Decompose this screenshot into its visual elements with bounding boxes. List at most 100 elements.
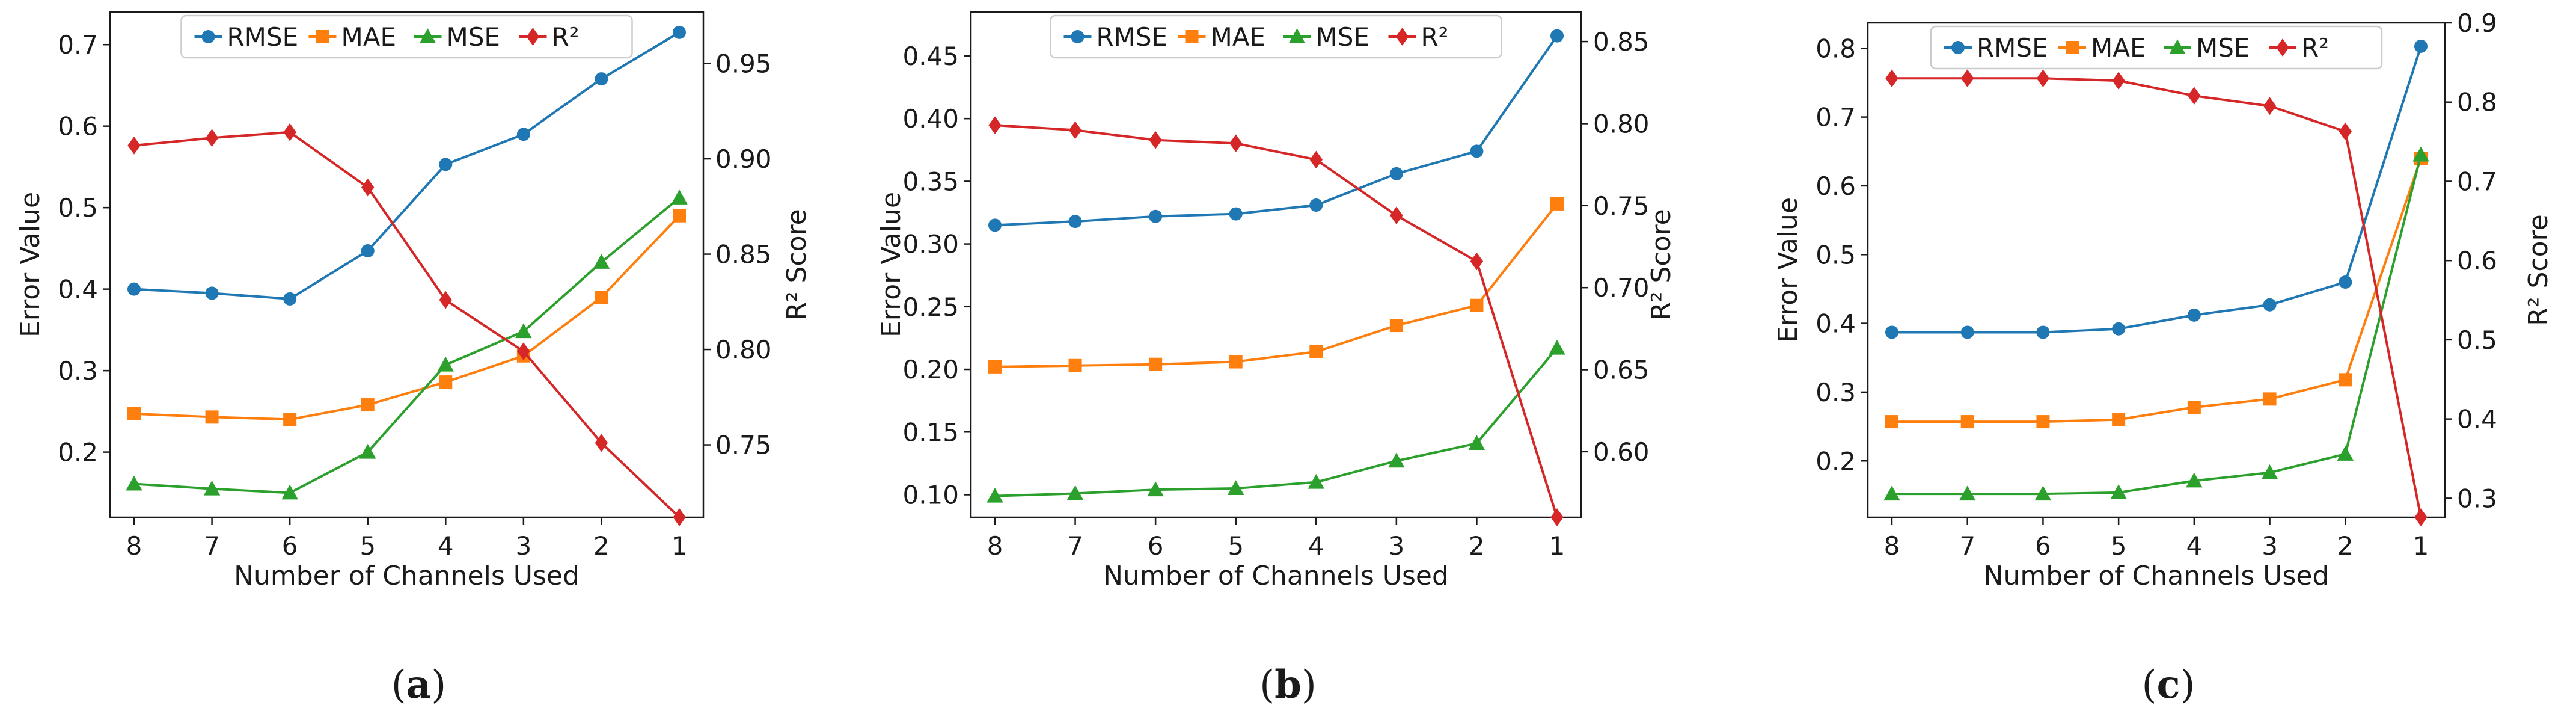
data-point <box>1550 197 1564 211</box>
data-point <box>593 254 610 269</box>
x-tick-label: 6 <box>1148 531 1164 561</box>
y2-axis-label: R² Score <box>1646 209 1677 320</box>
data-point <box>2339 122 2352 141</box>
data-point <box>439 291 452 309</box>
data-point <box>205 129 219 147</box>
y2-tick-label: 0.6 <box>2457 246 2497 275</box>
caption-open-paren: ( <box>391 663 406 707</box>
data-point <box>283 292 297 306</box>
y-axis-label: Error Value <box>1773 197 1804 343</box>
data-point <box>516 128 530 141</box>
y-tick-label: 0.3 <box>58 356 98 386</box>
y-tick-label: 0.2 <box>58 438 98 467</box>
x-tick-label: 6 <box>2035 531 2051 561</box>
data-point <box>1147 481 1164 497</box>
data-point <box>595 72 608 86</box>
y2-tick-label: 0.75 <box>715 431 772 460</box>
data-point <box>1149 131 1162 149</box>
legend-marker-r2 <box>526 28 540 46</box>
data-point <box>2036 415 2050 429</box>
data-point <box>1550 29 1564 43</box>
y2-tick-label: 0.7 <box>2457 167 2497 196</box>
data-point <box>2112 413 2126 426</box>
data-point <box>2414 508 2428 526</box>
series-line <box>994 124 1558 518</box>
caption-letter: b <box>1274 662 1302 707</box>
data-point <box>2339 275 2352 289</box>
data-point <box>2187 308 2201 322</box>
y2-tick-label: 0.5 <box>2457 325 2497 355</box>
series-rmse <box>1885 39 2428 339</box>
data-point <box>2034 485 2052 501</box>
y-tick-label: 0.25 <box>902 292 959 322</box>
x-axis-label: Number of Channels Used <box>234 561 580 591</box>
data-point <box>127 137 141 155</box>
data-point <box>361 178 375 197</box>
y2-tick-label: 0.90 <box>715 144 772 174</box>
data-point <box>673 209 686 223</box>
legend-label-r2: R² <box>2301 33 2329 63</box>
legend-label-r2: R² <box>552 22 580 52</box>
plot-frame <box>1867 22 2446 518</box>
y-tick-label: 0.4 <box>1816 309 1856 339</box>
x-tick-label: 1 <box>2413 531 2429 561</box>
x-tick-label: 4 <box>1308 531 1324 561</box>
series-line <box>133 197 681 494</box>
x-tick-label: 8 <box>1884 531 1900 561</box>
data-point <box>1068 358 1082 372</box>
x-tick-label: 5 <box>2111 531 2127 561</box>
legend-marker-mse <box>419 28 436 43</box>
data-point <box>205 286 219 300</box>
x-tick-label: 3 <box>1388 531 1404 561</box>
data-point <box>2263 97 2277 115</box>
chart-panel-c: 8 7 6 5 4 3 2 1 0.2 0.3 0.4 0.5 0.6 0.7 0.8 0.3 0.4 0.5 0.… <box>1773 8 2554 707</box>
data-point <box>515 323 532 339</box>
data-point <box>359 443 376 459</box>
data-point <box>1885 69 1898 88</box>
y2-tick-label: 0.4 <box>2457 405 2497 434</box>
data-point <box>2339 373 2352 387</box>
data-point <box>2036 69 2050 88</box>
y2-tick-label: 0.80 <box>1593 109 1650 138</box>
x-tick-label: 6 <box>282 531 298 561</box>
data-point <box>2186 472 2203 488</box>
data-point <box>2110 484 2127 499</box>
data-point <box>987 487 1003 503</box>
y2-tick-label: 0.8 <box>2457 88 2497 117</box>
data-point <box>2188 87 2201 105</box>
y-tick-label: 0.7 <box>58 30 98 60</box>
series-mse <box>987 339 1565 503</box>
plot-frame <box>109 11 705 518</box>
legend-label-mae: MAE <box>1211 22 1266 52</box>
data-point <box>1229 134 1243 153</box>
data-point <box>517 342 530 361</box>
x-tick-label: 4 <box>438 531 454 561</box>
series-line <box>1892 77 2422 518</box>
data-point <box>439 158 453 171</box>
data-point <box>1390 206 1403 225</box>
series-r2 <box>1885 69 2428 526</box>
series-line <box>994 203 1558 368</box>
series-rmse <box>988 29 1564 232</box>
data-point <box>1389 167 1403 180</box>
data-point <box>595 434 608 452</box>
x-tick-label: 1 <box>672 531 688 561</box>
y-tick-label: 0.15 <box>902 417 959 447</box>
series-line <box>133 215 681 421</box>
y-tick-label: 0.7 <box>1816 103 1856 132</box>
data-point <box>988 116 1002 135</box>
caption-close-paren: ) <box>2180 663 2195 707</box>
y-tick-label: 0.10 <box>902 480 959 509</box>
series-line <box>994 35 1558 227</box>
legend-marker-mae <box>316 30 329 43</box>
data-point <box>988 360 1002 374</box>
legend-label-mae: MAE <box>341 22 397 52</box>
data-point <box>1883 485 1900 501</box>
y2-tick-label: 0.85 <box>715 240 772 269</box>
legend-marker-r2 <box>1395 28 1409 46</box>
series-rmse <box>127 25 686 306</box>
legend-marker-r2 <box>2276 38 2289 57</box>
x-tick-label: 4 <box>2186 531 2202 561</box>
data-point <box>283 413 297 426</box>
x-tick-label: 5 <box>1228 531 1244 561</box>
